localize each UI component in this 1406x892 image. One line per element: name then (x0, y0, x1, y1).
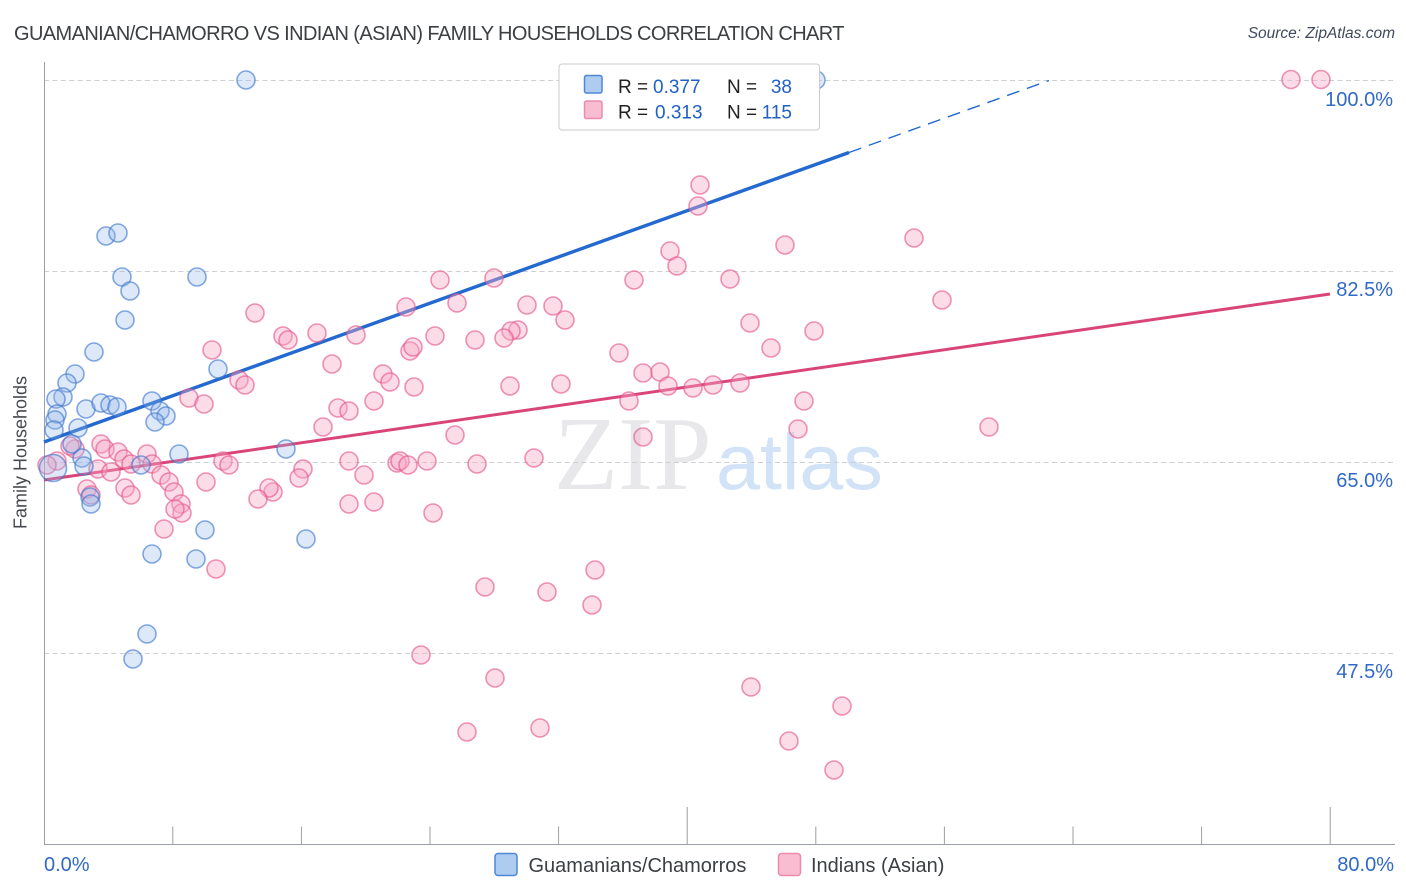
svg-text:38: 38 (771, 77, 792, 98)
svg-text:Indians (Asian): Indians (Asian) (811, 855, 944, 877)
svg-text:65.0%: 65.0% (1336, 470, 1393, 492)
svg-text:0.377: 0.377 (653, 77, 701, 98)
svg-text:Source: ZipAtlas.com: Source: ZipAtlas.com (1248, 25, 1395, 42)
svg-text:Guamanians/Chamorros: Guamanians/Chamorros (529, 855, 747, 877)
svg-text:82.5%: 82.5% (1336, 279, 1393, 301)
svg-text:ZIP: ZIP (554, 395, 712, 512)
svg-text:0.313: 0.313 (655, 103, 703, 124)
svg-text:0.0%: 0.0% (44, 854, 90, 876)
svg-text:GUAMANIAN/CHAMORRO VS INDIAN (: GUAMANIAN/CHAMORRO VS INDIAN (ASIAN) FAM… (14, 23, 844, 45)
svg-text:47.5%: 47.5% (1336, 661, 1393, 683)
svg-text:N =: N = (727, 77, 757, 98)
svg-text:80.0%: 80.0% (1337, 854, 1394, 876)
svg-text:100.0%: 100.0% (1325, 89, 1393, 111)
svg-text:R =: R = (618, 103, 648, 124)
svg-text:N =: N = (727, 103, 757, 124)
svg-text:115: 115 (762, 103, 792, 124)
svg-text:R =: R = (618, 77, 648, 98)
svg-text:Family Households: Family Households (11, 376, 31, 529)
svg-text:atlas: atlas (716, 417, 883, 506)
